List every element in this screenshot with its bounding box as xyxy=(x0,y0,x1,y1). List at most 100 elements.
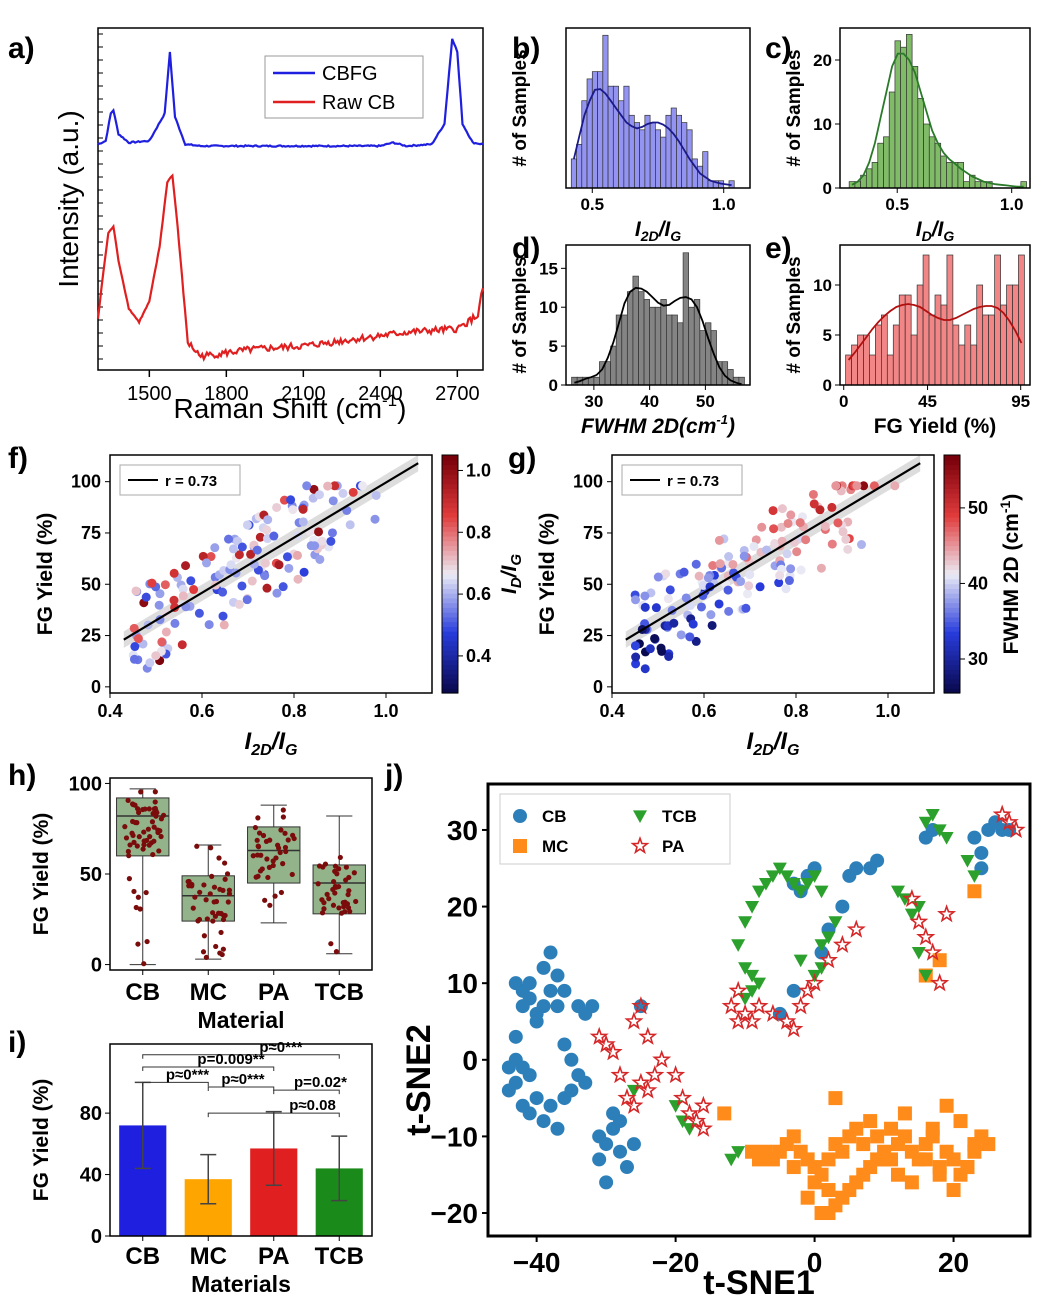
y-tick-label: 10 xyxy=(539,298,558,317)
data-point xyxy=(260,571,270,581)
point-pa xyxy=(916,927,936,946)
point-tcb xyxy=(738,962,753,975)
data-point xyxy=(247,576,257,586)
colorbar-cell xyxy=(442,607,458,613)
swarm-point xyxy=(151,824,157,830)
significance-label: p≈0.08 xyxy=(289,1097,336,1114)
fit-line xyxy=(123,462,419,641)
swarm-point xyxy=(346,874,352,881)
hist-bar xyxy=(643,299,650,386)
hist-bar xyxy=(677,322,684,386)
frame xyxy=(611,454,935,694)
swarm-point xyxy=(340,900,346,906)
data-point xyxy=(650,633,660,643)
swarm-point xyxy=(152,799,158,805)
data-point xyxy=(274,560,284,570)
point-tcb xyxy=(967,870,982,883)
x-label: Material xyxy=(198,1007,285,1033)
colorbar-label-sup: -1 xyxy=(997,500,1013,513)
colorbar-cell xyxy=(442,616,458,623)
hist-bar xyxy=(923,123,930,189)
point-mc xyxy=(967,1144,982,1159)
data-point xyxy=(131,586,141,596)
colorbar-cell xyxy=(944,597,960,604)
swarm-point xyxy=(270,858,276,864)
colorbar-cell xyxy=(442,497,458,504)
point-pa xyxy=(721,996,741,1015)
swarm-point xyxy=(270,862,276,869)
x-tick-label: TCB xyxy=(315,1243,364,1270)
swarm-point xyxy=(150,810,156,817)
point-mc xyxy=(821,1152,836,1167)
point-pa xyxy=(693,1095,713,1114)
data-point xyxy=(330,481,340,491)
swarm-point xyxy=(254,852,261,858)
x-tick-label: 0 xyxy=(839,392,848,411)
hist-bar xyxy=(888,91,896,189)
point-mc xyxy=(897,1106,912,1121)
point-tcb xyxy=(800,877,815,891)
colorbar-cell xyxy=(442,550,458,556)
hist-bar xyxy=(666,314,673,386)
data-point xyxy=(801,535,811,545)
point-pa xyxy=(624,1095,644,1114)
point-cb xyxy=(529,1006,544,1021)
data-point xyxy=(838,527,848,537)
point-mc xyxy=(932,1167,947,1182)
point-tcb xyxy=(765,870,780,883)
point-tcb xyxy=(752,977,766,991)
data-point xyxy=(370,514,380,524)
x-tick-label: 40 xyxy=(640,392,659,411)
data-point xyxy=(282,552,292,562)
significance-bracket xyxy=(142,1054,340,1059)
hist-bar xyxy=(964,324,972,386)
x-label: I2D/IG xyxy=(747,728,800,759)
panel-h-box: CB MC PA TCB 0 50 100 FG Yield (%) Material xyxy=(30,773,373,1033)
colorbar-label: FWHM 2D (cm-1) xyxy=(997,494,1023,655)
y-label: t-SNE2 xyxy=(400,1024,438,1135)
swarm-point xyxy=(195,918,201,924)
x-label-main: FWHM 2D(cm xyxy=(581,415,716,438)
data-point xyxy=(323,481,333,491)
x-tick-label: MC xyxy=(190,979,227,1006)
y-tick-label: 20 xyxy=(447,892,478,923)
data-point xyxy=(328,496,338,506)
hist-bar xyxy=(892,324,900,386)
point-mc xyxy=(828,1091,843,1106)
legend-box xyxy=(499,793,731,865)
data-point xyxy=(242,595,252,605)
data-point xyxy=(186,576,196,586)
point-mc xyxy=(717,1106,732,1121)
panel-e-label: e) xyxy=(765,232,792,265)
point-mc xyxy=(939,1098,954,1113)
swarm-point xyxy=(126,876,132,882)
data-point xyxy=(218,587,228,597)
data-point xyxy=(348,487,358,497)
point-cb xyxy=(599,1175,614,1190)
data-point xyxy=(262,525,272,535)
swarm-point xyxy=(211,899,217,905)
swarm-point xyxy=(194,843,200,849)
data-point xyxy=(770,539,780,549)
legend-label-cbfg: CBFG xyxy=(322,63,378,85)
hist-bar xyxy=(869,354,876,386)
colorbar-cell xyxy=(944,607,960,613)
swarm-point xyxy=(149,819,156,825)
data-point xyxy=(133,634,143,644)
data-point xyxy=(786,564,796,574)
colorbar-cell xyxy=(442,512,458,518)
data-point xyxy=(743,589,753,599)
point-mc xyxy=(786,1129,801,1144)
panel-b-hist: 0.5 1.0 # of Samples I2D/IG xyxy=(510,27,751,244)
swarm-point xyxy=(135,941,141,947)
panel-e-hist: 0 45 95 0 5 10 # of Samples FG Yield (%) xyxy=(784,244,1031,438)
point-cb xyxy=(814,945,829,960)
swarm-point xyxy=(274,842,281,848)
colorbar-cell xyxy=(944,688,960,694)
x-tick-label: 95 xyxy=(1011,392,1030,411)
point-cb xyxy=(786,983,801,998)
swarm-point xyxy=(151,838,157,844)
hist-bar xyxy=(702,151,709,189)
colorbar-cell xyxy=(442,526,458,532)
point-cb xyxy=(974,845,989,860)
